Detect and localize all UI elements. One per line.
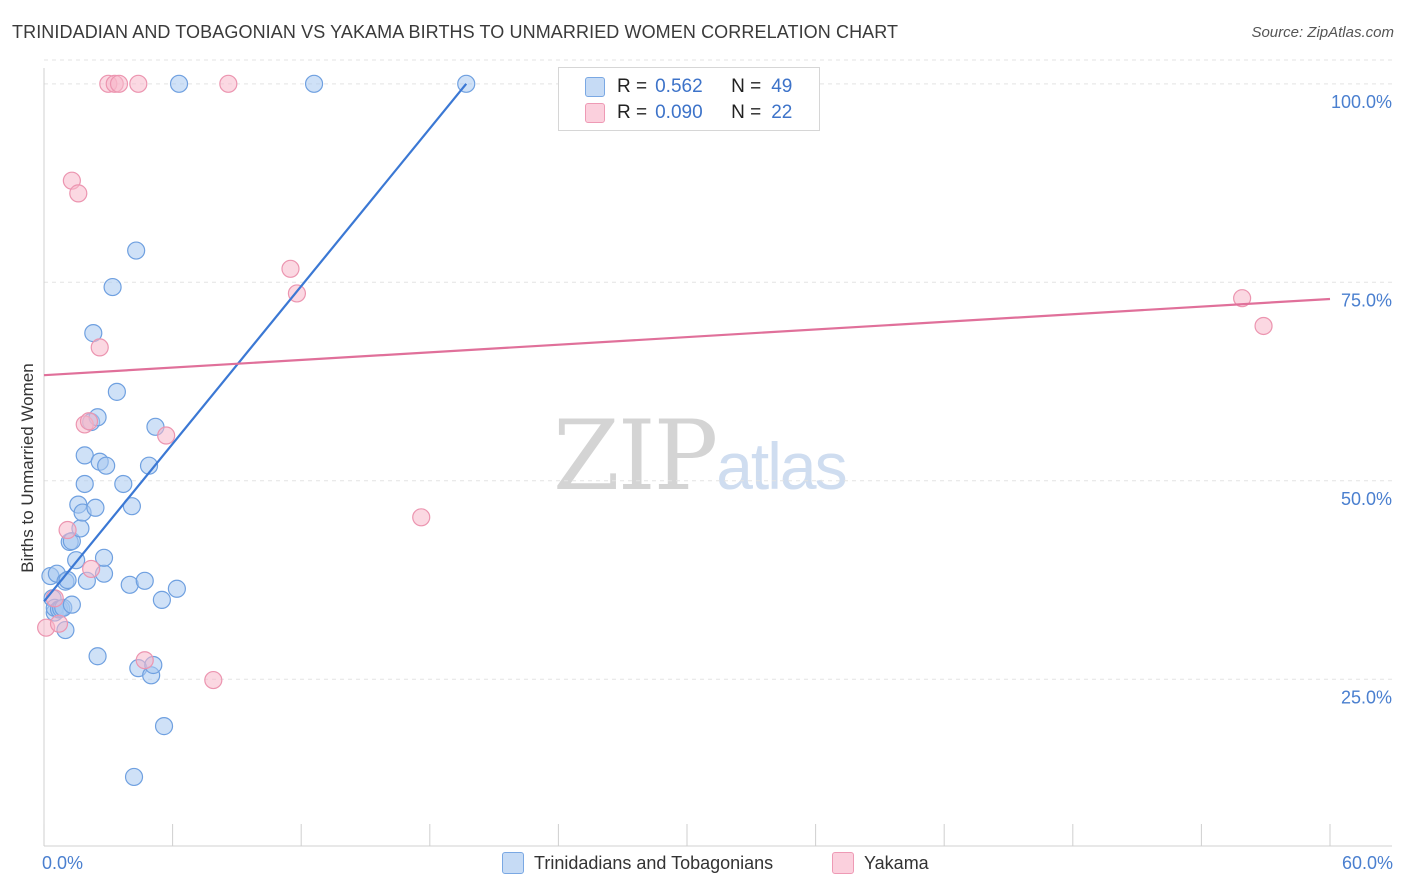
y-tick-label: 50.0% (1341, 489, 1392, 509)
point-yakama (219, 74, 238, 93)
point-yakama (1233, 289, 1252, 308)
trendline-yakama (43, 297, 1331, 377)
point-trinidadian (62, 595, 81, 614)
point-trinidadian (86, 498, 105, 517)
point-trinidadian (88, 647, 107, 666)
point-yakama (281, 259, 300, 278)
chart-title: TRINIDADIAN AND TOBAGONIAN VS YAKAMA BIR… (12, 22, 899, 42)
point-trinidadian (75, 474, 94, 494)
legend-n-value: 22 (771, 102, 793, 123)
legend-r-value: 0.562 (655, 76, 703, 97)
point-trinidadian (120, 575, 139, 594)
point-yakama (69, 184, 88, 203)
trendline-trinidadian (43, 83, 468, 603)
legend-row-yakama: R = 0.090 N = 22 (585, 100, 792, 126)
series-legend: Trinidadians and Tobagonians Yakama (0, 852, 1406, 878)
legend-n-value: 49 (771, 76, 793, 97)
point-yakama (58, 520, 77, 540)
y-tick-label: 75.0% (1341, 290, 1392, 310)
legend-r-label: R = (617, 76, 648, 97)
point-yakama (129, 74, 148, 93)
legend-r-value: 0.090 (655, 102, 703, 123)
series-swatch-trinidadian (502, 852, 524, 874)
series-legend-yakama[interactable]: Yakama (832, 852, 929, 874)
legend-swatch-yakama (585, 103, 605, 123)
legend-n-label: N = (731, 76, 762, 97)
point-yakama (412, 508, 431, 527)
point-trinidadian (97, 456, 116, 475)
point-yakama (157, 426, 176, 445)
series-legend-trinidadian[interactable]: Trinidadians and Tobagonians (502, 852, 773, 874)
series-label-trinidadian: Trinidadians and Tobagonians (534, 852, 774, 873)
series-swatch-yakama (832, 852, 854, 874)
series-label-yakama: Yakama (864, 852, 929, 873)
point-trinidadian (127, 241, 146, 260)
point-trinidadian (135, 571, 154, 590)
watermark: ZIPatlas (553, 400, 848, 512)
point-trinidadian (167, 579, 186, 598)
watermark-zip: ZIP (553, 400, 718, 512)
legend-n-label: N = (731, 102, 762, 123)
source-label: Source: ZipAtlas.com (1251, 24, 1394, 41)
point-trinidadian (114, 474, 133, 494)
y-tick-label: 100.0% (1331, 92, 1392, 112)
point-yakama (82, 559, 101, 579)
legend-row-trinidadian: R = 0.562 N = 49 (585, 74, 792, 100)
point-trinidadian (154, 717, 174, 736)
correlation-legend: R = 0.562 N = 49 R = 0.090 N = 22 (558, 67, 820, 131)
point-yakama (135, 651, 154, 670)
point-trinidadian (122, 497, 141, 516)
x-tick-label: 0.0% (42, 853, 83, 873)
y-tick-label: 25.0% (1341, 687, 1392, 707)
point-yakama (49, 614, 69, 633)
point-yakama (1254, 316, 1273, 336)
point-yakama (204, 670, 223, 690)
point-trinidadian (304, 74, 324, 93)
x-tick-label: 60.0% (1342, 853, 1393, 873)
watermark-atlas: atlas (716, 429, 847, 503)
point-yakama (79, 412, 99, 431)
point-trinidadian (103, 277, 122, 297)
legend-r-label: R = (617, 102, 648, 123)
point-trinidadian (152, 590, 171, 609)
point-yakama (45, 589, 64, 608)
point-yakama (90, 338, 109, 357)
point-trinidadian (169, 74, 189, 93)
point-yakama (109, 74, 129, 93)
point-trinidadian (94, 548, 114, 567)
point-trinidadian (107, 382, 126, 401)
point-trinidadian (124, 767, 144, 787)
legend-swatch-trinidadian (585, 77, 605, 97)
